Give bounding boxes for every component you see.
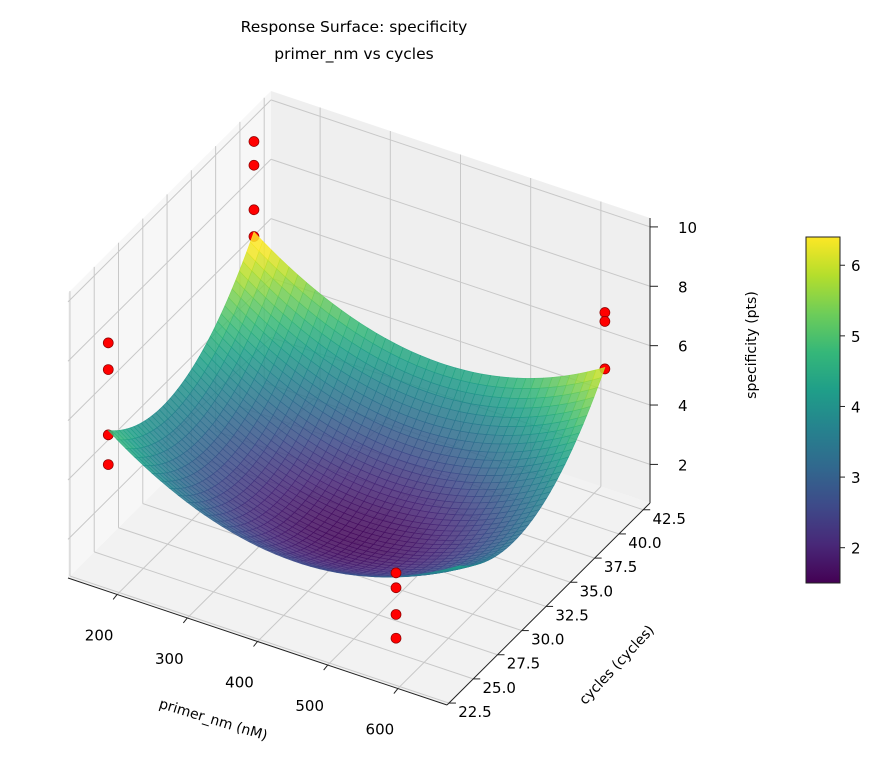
y-tick-label: 30.0	[531, 631, 564, 649]
gridline-y	[118, 527, 498, 656]
y-tick-label: 27.5	[507, 655, 540, 673]
y-tick-label: 40.0	[628, 534, 661, 552]
data-point	[248, 204, 260, 216]
y-axis-label: cycles (cycles)	[576, 622, 657, 708]
y-tick-label: 35.0	[580, 582, 613, 600]
data-point	[102, 364, 114, 375]
colorbar-tick-label: 2	[851, 540, 861, 558]
gridline-z	[270, 218, 651, 347]
z-tick-label: 4	[678, 397, 688, 415]
gridline-z	[270, 99, 651, 228]
axes: 200 300 400 500 600 22.5 25.0 27.5 30.0 32.5 35.0 3…	[67, 218, 697, 739]
x-tick	[323, 664, 329, 671]
x-tick-label: 600	[366, 721, 395, 739]
chart-title: Response Surface: specificity	[241, 18, 468, 36]
x-tick-label: 200	[85, 626, 114, 644]
data-point	[390, 567, 402, 579]
x-tick	[182, 617, 188, 624]
colorbar-tick-label: 4	[851, 398, 861, 416]
x-tick-label: 300	[155, 650, 184, 668]
z-tick-label: 8	[678, 278, 688, 296]
colorbar	[805, 236, 841, 584]
z-tick-label: 10	[678, 219, 697, 237]
y-tick-label: 25.0	[483, 679, 516, 697]
x-tick	[393, 688, 399, 694]
chart-subtitle: primer_nm vs cycles	[274, 45, 433, 64]
surface-patch	[450, 565, 463, 569]
gridline-y	[94, 551, 474, 680]
data-point	[248, 136, 260, 147]
colorbar-ticks: 2 3 4 5 6	[840, 257, 861, 558]
response-surface	[107, 231, 606, 578]
gridline-z	[67, 99, 272, 303]
x-tick	[253, 641, 258, 647]
data-point	[248, 159, 260, 171]
y-tick-label: 42.5	[652, 510, 685, 528]
data-point	[599, 316, 611, 327]
gridline-x	[397, 486, 602, 689]
z-axis-label: specificity (pts)	[744, 291, 760, 399]
z-tick-label: 6	[678, 338, 688, 356]
x-tick-label: 500	[295, 697, 324, 715]
data-point	[390, 632, 402, 644]
x-tick-label: 400	[225, 674, 254, 692]
y-tick-label: 22.5	[458, 703, 491, 721]
data-point	[390, 609, 402, 620]
gridline-z	[67, 158, 272, 362]
data-point	[102, 459, 114, 470]
gridline-y	[69, 575, 450, 704]
gridline-z	[270, 158, 651, 287]
colorbar-tick-label: 3	[851, 469, 861, 487]
z-tick-label: 2	[678, 456, 688, 474]
gridline-z	[67, 218, 272, 422]
colorbar-tick-label: 6	[851, 257, 861, 275]
y-tick-label: 37.5	[604, 558, 637, 576]
colorbar-tick-label: 5	[851, 328, 861, 346]
y-axis-line	[446, 502, 651, 706]
visible-points	[102, 136, 611, 579]
x-axis-label: primer_nm (nM)	[157, 696, 269, 744]
data-point	[390, 582, 402, 594]
y-tick-label: 32.5	[555, 606, 588, 624]
data-point	[599, 307, 611, 318]
hidden-points	[102, 231, 611, 644]
x-tick	[112, 594, 118, 600]
data-point	[102, 337, 114, 349]
